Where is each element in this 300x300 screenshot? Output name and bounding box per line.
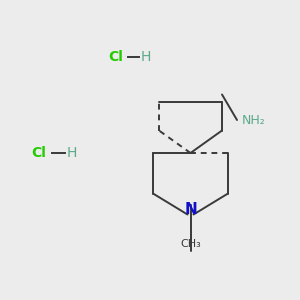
Text: Cl: Cl xyxy=(32,146,46,160)
Text: Cl: Cl xyxy=(108,50,123,64)
Text: CH₃: CH₃ xyxy=(180,239,201,249)
Text: H: H xyxy=(67,146,77,160)
Text: NH₂: NH₂ xyxy=(242,113,265,127)
Text: N: N xyxy=(184,202,197,217)
Text: H: H xyxy=(140,50,151,64)
